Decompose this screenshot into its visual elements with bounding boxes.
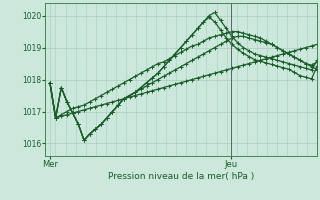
X-axis label: Pression niveau de la mer( hPa ): Pression niveau de la mer( hPa ) <box>108 172 254 181</box>
